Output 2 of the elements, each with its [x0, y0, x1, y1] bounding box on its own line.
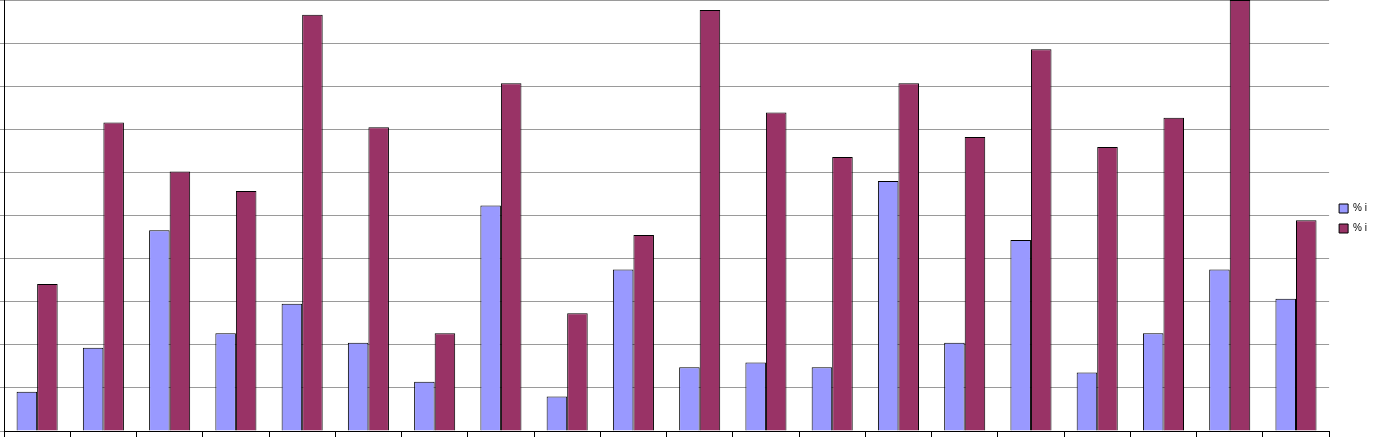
- legend-label: % i: [1353, 202, 1368, 214]
- legend-label: % i: [1353, 222, 1368, 234]
